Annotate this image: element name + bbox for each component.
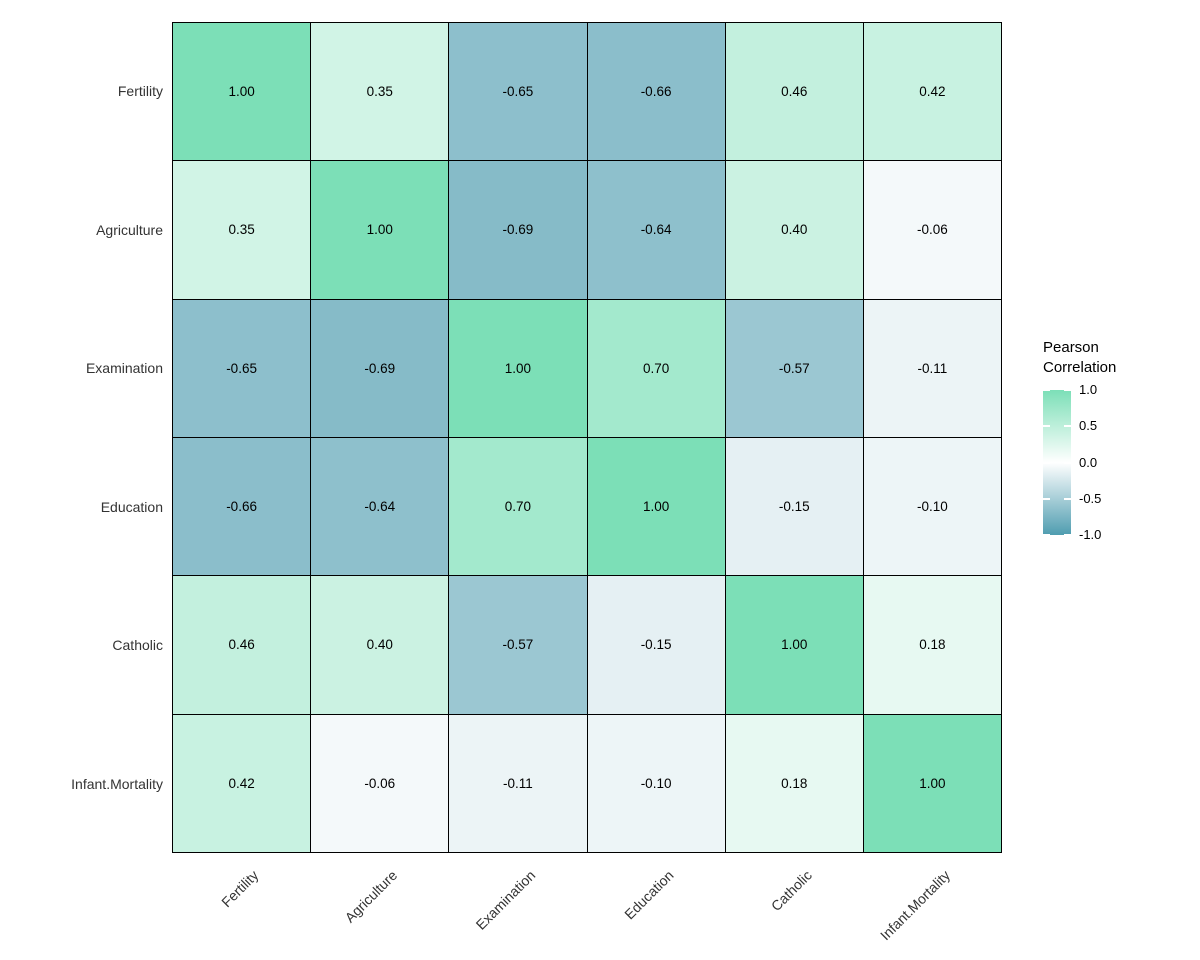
legend-tick-label--0.5: -0.5 xyxy=(1079,490,1102,506)
x-axis-label-Fertility: Fertility xyxy=(218,867,262,911)
legend-tick-label-1.0: 1.0 xyxy=(1079,382,1098,397)
heatmap-cell-Fertility-Fertility: 1.00 xyxy=(173,23,312,162)
heatmap-cell-Infant.Mortality-Examination: -0.11 xyxy=(449,714,588,853)
legend-tick-mark xyxy=(1064,497,1071,500)
heatmap-cell-Catholic-Agriculture: 0.40 xyxy=(311,576,450,715)
heatmap-cell-Education-Fertility: -0.66 xyxy=(173,437,312,577)
heatmap-cell-Education-Examination: 0.70 xyxy=(449,437,588,577)
heatmap-cell-Examination-Education: 0.70 xyxy=(587,299,726,438)
heatmap-cell-Fertility-Examination: -0.65 xyxy=(449,23,588,162)
heatmap-cell-Catholic-Education: -0.15 xyxy=(587,576,726,715)
heatmap-cell-Agriculture-Fertility: 0.35 xyxy=(173,161,312,300)
heatmap-cell-Examination-Agriculture: -0.69 xyxy=(311,299,450,438)
y-axis-label-Education: Education xyxy=(100,498,163,515)
legend-tick-mark xyxy=(1043,389,1050,391)
heatmap-cell-Fertility-Agriculture: 0.35 xyxy=(311,23,450,162)
heatmap-cell-Agriculture-Agriculture: 1.00 xyxy=(311,161,450,300)
legend-tick-mark xyxy=(1043,461,1050,464)
legend-title-line1: Pearson xyxy=(1043,339,1099,356)
y-axis-label-Catholic: Catholic xyxy=(112,637,163,654)
legend-tick-mark xyxy=(1043,534,1050,536)
heatmap-cell-Education-Infant.Mortality: -0.10 xyxy=(863,437,1002,577)
y-axis-label-Fertility: Fertility xyxy=(117,83,163,100)
legend-tick-mark xyxy=(1064,461,1071,464)
legend-title-line2: Correlation xyxy=(1043,359,1117,376)
legend-tick-label--1.0: -1.0 xyxy=(1079,527,1102,542)
heatmap-cell-Examination-Infant.Mortality: -0.11 xyxy=(863,299,1002,438)
legend-gradient-bar xyxy=(1043,389,1071,536)
y-axis-label-Examination: Examination xyxy=(85,360,163,377)
heatmap-cell-Infant.Mortality-Fertility: 0.42 xyxy=(173,714,312,853)
x-axis-label-Catholic: Catholic xyxy=(767,867,815,915)
legend-tick-mark xyxy=(1064,425,1071,428)
legend-tick-label-0.0: 0.0 xyxy=(1079,454,1098,470)
heatmap-cell-Catholic-Fertility: 0.46 xyxy=(173,576,312,715)
legend-tick-mark xyxy=(1043,425,1050,428)
x-axis-label-Examination: Examination xyxy=(472,867,539,933)
heatmap-cell-Catholic-Catholic: 1.00 xyxy=(725,576,864,715)
y-axis-label-Agriculture: Agriculture xyxy=(96,221,163,238)
legend: Pearson Correlation 1.0 0.5 0.0 -0.5 -1.0 xyxy=(1043,338,1193,542)
y-axis-label-Infant.Mortality: Infant.Mortality xyxy=(71,775,163,792)
x-axis-label-Agriculture: Agriculture xyxy=(341,867,400,926)
heatmap-cell-Catholic-Infant.Mortality: 0.18 xyxy=(863,576,1002,715)
legend-title: Pearson Correlation xyxy=(1043,338,1193,378)
heatmap-cell-Agriculture-Education: -0.64 xyxy=(587,161,726,300)
heatmap-cell-Education-Catholic: -0.15 xyxy=(725,437,864,577)
x-axis-label-Education: Education xyxy=(621,867,677,923)
heatmap-cell-Agriculture-Catholic: 0.40 xyxy=(725,161,864,300)
heatmap-cell-Infant.Mortality-Infant.Mortality: 1.00 xyxy=(863,714,1002,853)
heatmap-cell-Education-Education: 1.00 xyxy=(587,437,726,577)
heatmap-cell-Education-Agriculture: -0.64 xyxy=(311,437,450,577)
legend-tick-mark xyxy=(1043,497,1050,500)
legend-tick-mark xyxy=(1064,534,1071,536)
heatmap-cell-Fertility-Catholic: 0.46 xyxy=(725,23,864,162)
heatmap-cell-Examination-Catholic: -0.57 xyxy=(725,299,864,438)
heatmap-cell-Fertility-Education: -0.66 xyxy=(587,23,726,162)
heatmap-cell-Agriculture-Examination: -0.69 xyxy=(449,161,588,300)
heatmap-cell-Examination-Fertility: -0.65 xyxy=(173,299,312,438)
heatmap-cell-Infant.Mortality-Catholic: 0.18 xyxy=(725,714,864,853)
heatmap-cell-Agriculture-Infant.Mortality: -0.06 xyxy=(863,161,1002,300)
x-axis-label-Infant.Mortality: Infant.Mortality xyxy=(876,867,954,944)
legend-tick-label-0.5: 0.5 xyxy=(1079,418,1098,434)
heatmap-cell-Infant.Mortality-Agriculture: -0.06 xyxy=(311,714,450,853)
heatmap-cell-Catholic-Examination: -0.57 xyxy=(449,576,588,715)
heatmap-cell-Fertility-Infant.Mortality: 0.42 xyxy=(863,23,1002,162)
legend-tick-mark xyxy=(1064,389,1071,391)
heatmap-cell-Infant.Mortality-Education: -0.10 xyxy=(587,714,726,853)
heatmap-cell-Examination-Examination: 1.00 xyxy=(449,299,588,438)
heatmap-grid: 1.00 0.35 -0.65 -0.66 0.46 0.42 0.35 1.00 -0.69-… xyxy=(172,22,1002,853)
